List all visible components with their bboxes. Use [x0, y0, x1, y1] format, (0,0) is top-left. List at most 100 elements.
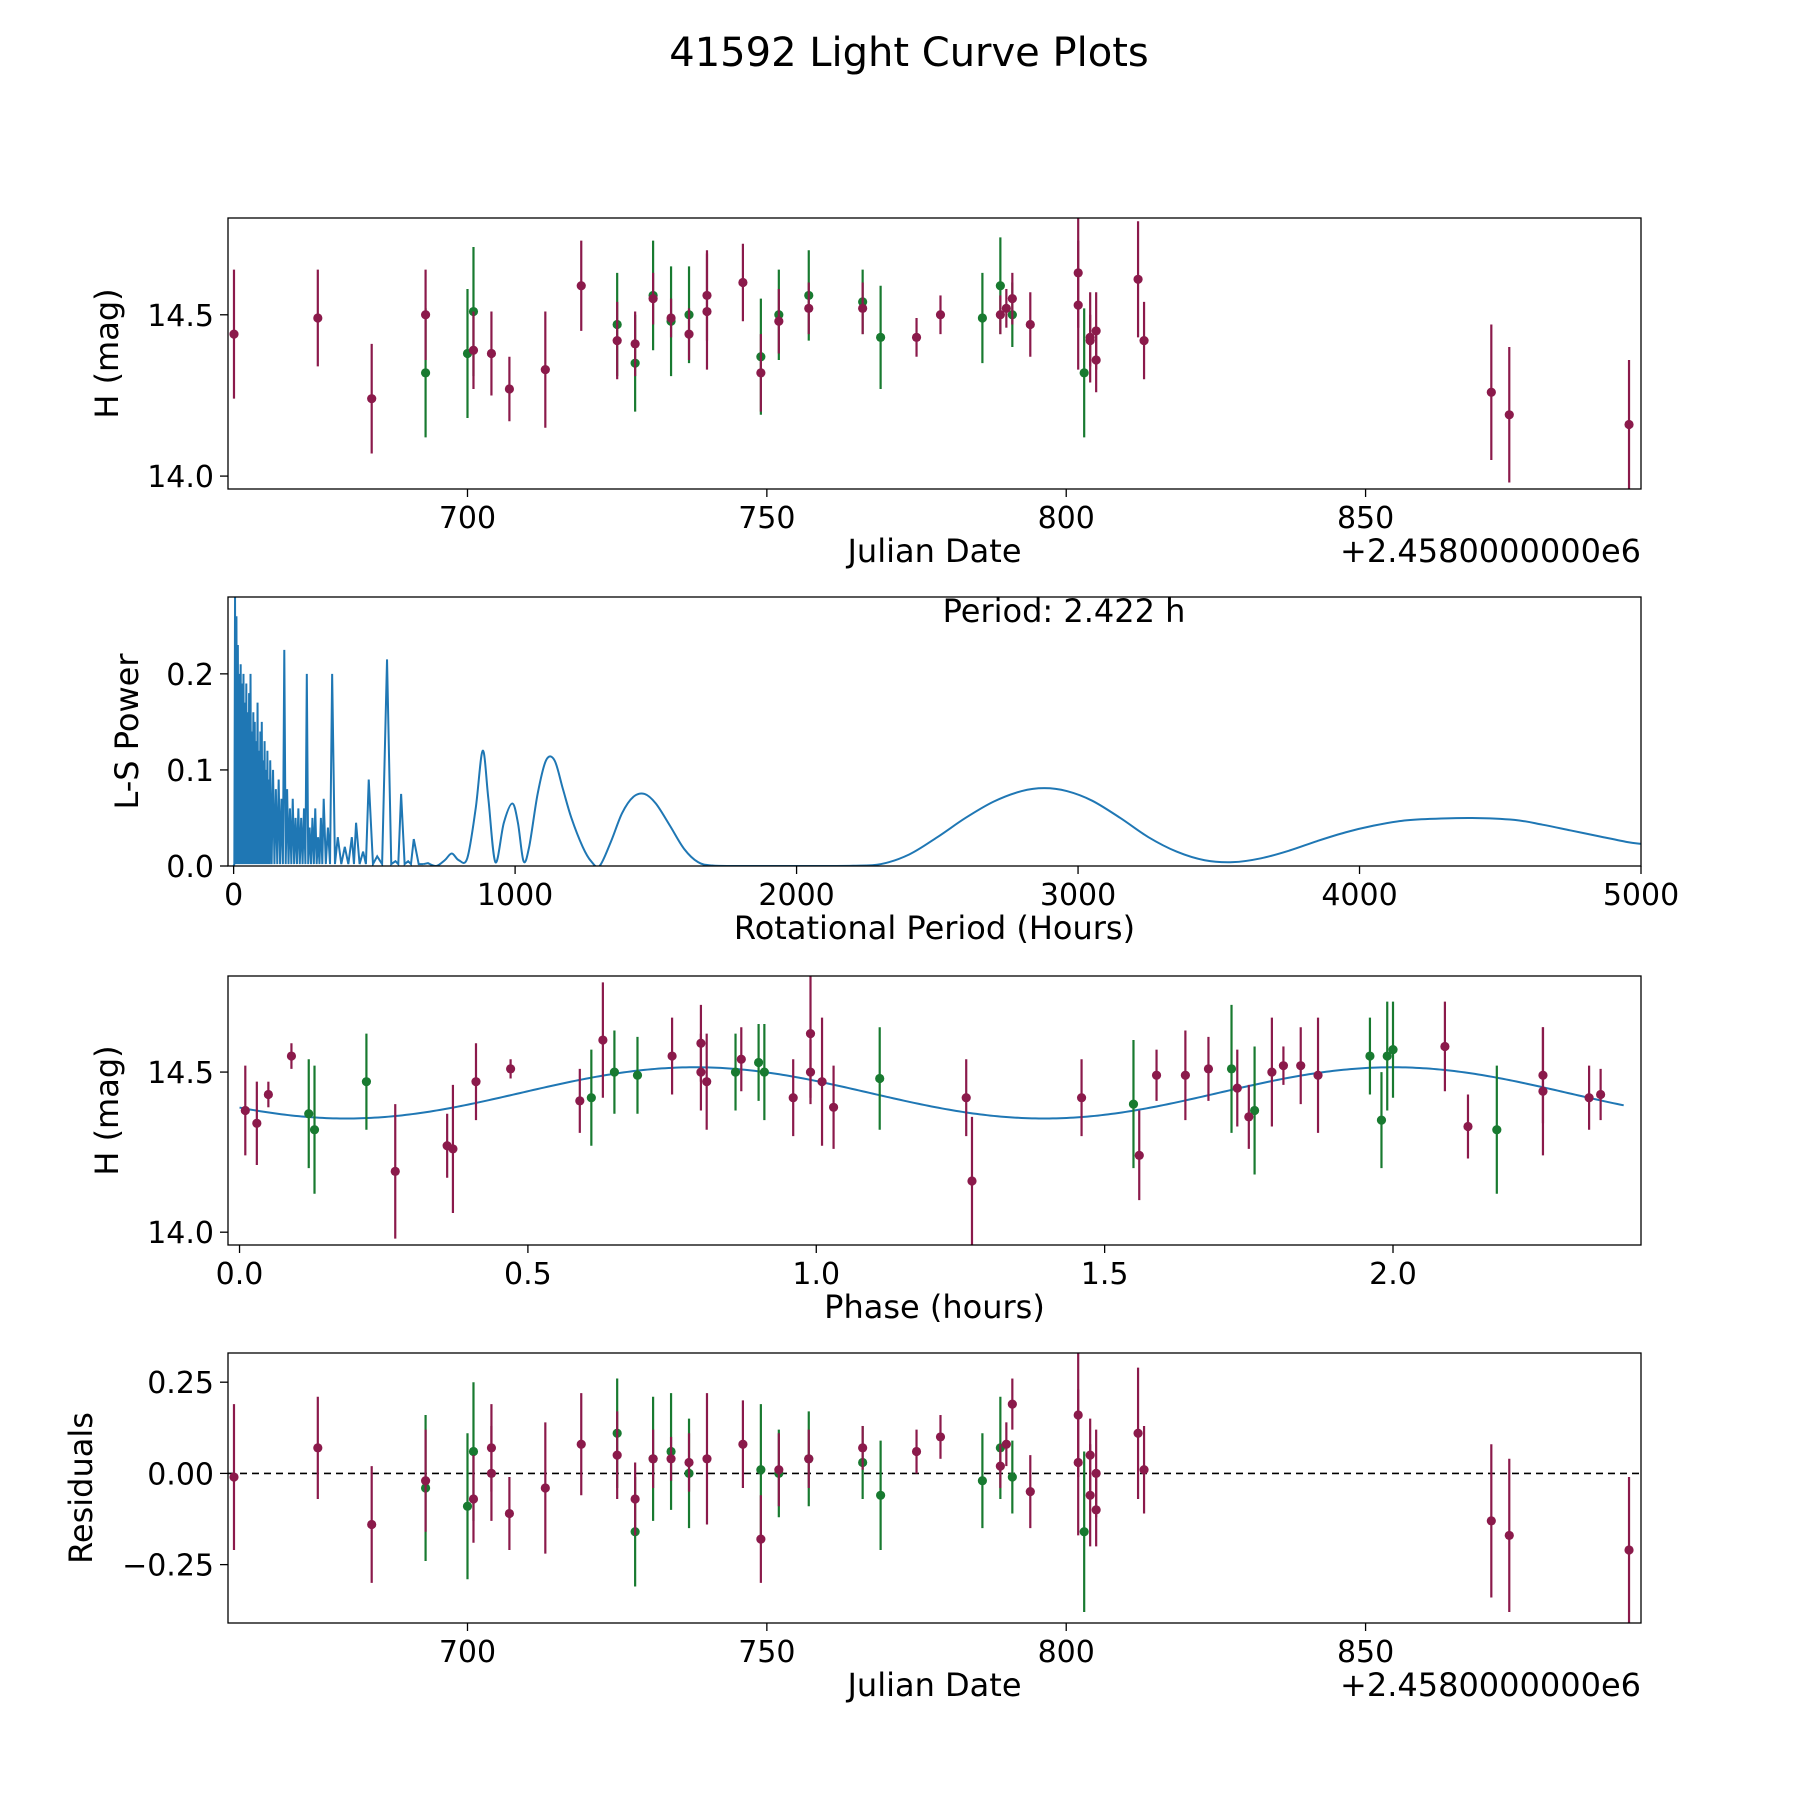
panel-phase-folded: 0.0 0.5 1.0 1.5 2.0 14.0 14.5 Phase (hours) H (m…	[88, 975, 1642, 1326]
magenta-point	[486, 348, 497, 359]
magenta-point	[471, 1077, 481, 1087]
green-point	[468, 1446, 479, 1457]
magenta-point	[648, 294, 658, 304]
x-tick-label: 700	[439, 1635, 496, 1670]
magenta-point	[1463, 1121, 1473, 1132]
magenta-point	[667, 1051, 677, 1061]
y-tick-label: 0.25	[147, 1366, 214, 1401]
plot-frame	[227, 596, 1642, 867]
x-tick-label: 0.0	[216, 1257, 264, 1292]
magenta-point	[967, 1176, 977, 1186]
plot-area	[228, 1353, 1641, 1623]
x-tick-label: 2000	[758, 878, 834, 913]
magenta-point	[756, 1534, 766, 1544]
magenta-point	[1624, 419, 1634, 430]
green-point	[1382, 1051, 1392, 1061]
magenta-point	[1139, 335, 1149, 346]
magenta-point	[576, 1439, 586, 1449]
panel-periodogram: 0 1000 2000 3000 4000 5000 0.0 0.1 0.2 Rotational…	[108, 592, 1679, 947]
magenta-point	[540, 365, 550, 375]
green-point	[977, 313, 987, 323]
magenta-point	[1025, 319, 1035, 330]
periodogram-curve	[423, 749, 1641, 866]
panel-residuals: 700 750 800 850 0.25 0.00 −0.25 Julian Date Resi…	[62, 1352, 1642, 1704]
x-offset-label: +2.4580000000e6	[1340, 1666, 1641, 1704]
figure-title: 41592 Light Curve Plots	[669, 30, 1148, 76]
period-annotation: Period: 2.422 h	[943, 592, 1186, 630]
magenta-point	[804, 303, 814, 313]
magenta-point	[1151, 1070, 1162, 1080]
magenta-point	[1596, 1089, 1606, 1100]
magenta-point	[1007, 1399, 1017, 1409]
magenta-point	[805, 1029, 816, 1039]
magenta-point	[448, 1144, 458, 1154]
magenta-point	[1244, 1112, 1254, 1122]
magenta-point	[648, 1454, 658, 1464]
magenta-point	[263, 1089, 273, 1100]
magenta-point	[804, 1454, 814, 1464]
magenta-point	[1025, 1487, 1035, 1497]
magenta-point	[1133, 274, 1143, 284]
x-tick-label: 4000	[1321, 878, 1397, 913]
magenta-point	[367, 1519, 377, 1530]
magenta-point	[504, 384, 515, 394]
periodogram-spikes	[232, 597, 424, 866]
magenta-point	[666, 1454, 676, 1464]
x-tick-label: 700	[439, 501, 496, 536]
magenta-point	[1504, 1530, 1514, 1541]
magenta-point	[229, 329, 239, 339]
plot-area	[229, 218, 1634, 489]
magenta-point	[1504, 410, 1514, 420]
magenta-point	[1180, 1070, 1190, 1080]
x-tick-label: 850	[1337, 501, 1394, 536]
y-tick-label: −0.25	[122, 1549, 214, 1584]
magenta-point	[1278, 1061, 1289, 1071]
green-point	[1249, 1105, 1260, 1116]
green-point	[1079, 368, 1089, 378]
green-point	[759, 1067, 769, 1077]
magenta-point	[858, 1443, 868, 1453]
magenta-point	[313, 313, 323, 323]
magenta-point	[911, 332, 922, 342]
green-point	[420, 368, 431, 378]
x-tick-label: 1.0	[792, 1257, 840, 1292]
green-point	[995, 281, 1005, 291]
magenta-point	[390, 1166, 400, 1176]
magenta-point	[828, 1102, 839, 1112]
magenta-point	[1091, 1505, 1101, 1515]
magenta-point	[738, 1439, 748, 1449]
green-point	[753, 1057, 764, 1068]
magenta-point	[1085, 1490, 1095, 1500]
magenta-point	[1001, 1439, 1011, 1449]
x-tick-label: 2.0	[1369, 1257, 1417, 1292]
green-point	[1128, 1099, 1139, 1109]
y-tick-label: 14.5	[147, 1056, 214, 1091]
x-tick-label: 3000	[1040, 878, 1116, 913]
magenta-point	[420, 1476, 431, 1486]
magenta-point	[935, 310, 946, 320]
magenta-point	[935, 1432, 946, 1442]
magenta-point	[788, 1093, 798, 1103]
x-axis-label: Julian Date	[845, 1666, 1021, 1704]
green-point	[730, 1067, 741, 1077]
magenta-point	[486, 1468, 497, 1479]
magenta-point	[774, 1465, 784, 1475]
magenta-point	[684, 329, 694, 339]
magenta-point	[468, 1494, 479, 1504]
magenta-point	[1091, 355, 1101, 365]
magenta-point	[666, 313, 676, 323]
magenta-point	[696, 1038, 706, 1048]
magenta-point	[736, 1054, 746, 1064]
magenta-point	[1133, 1428, 1143, 1438]
green-point	[756, 1465, 766, 1475]
magenta-point	[229, 1472, 239, 1482]
magenta-point	[630, 1494, 640, 1504]
x-tick-label: 750	[738, 501, 795, 536]
panel-h-vs-julian-date: 700 750 800 850 14.0 14.5 Julian Date H (mag) +2…	[88, 217, 1642, 570]
y-tick-label: 14.0	[147, 1216, 214, 1251]
y-tick-label: 0.2	[166, 658, 214, 693]
green-point	[309, 1125, 320, 1135]
x-axis-label: Rotational Period (Hours)	[734, 909, 1135, 947]
magenta-point	[540, 1483, 550, 1493]
magenta-point	[598, 1035, 608, 1045]
